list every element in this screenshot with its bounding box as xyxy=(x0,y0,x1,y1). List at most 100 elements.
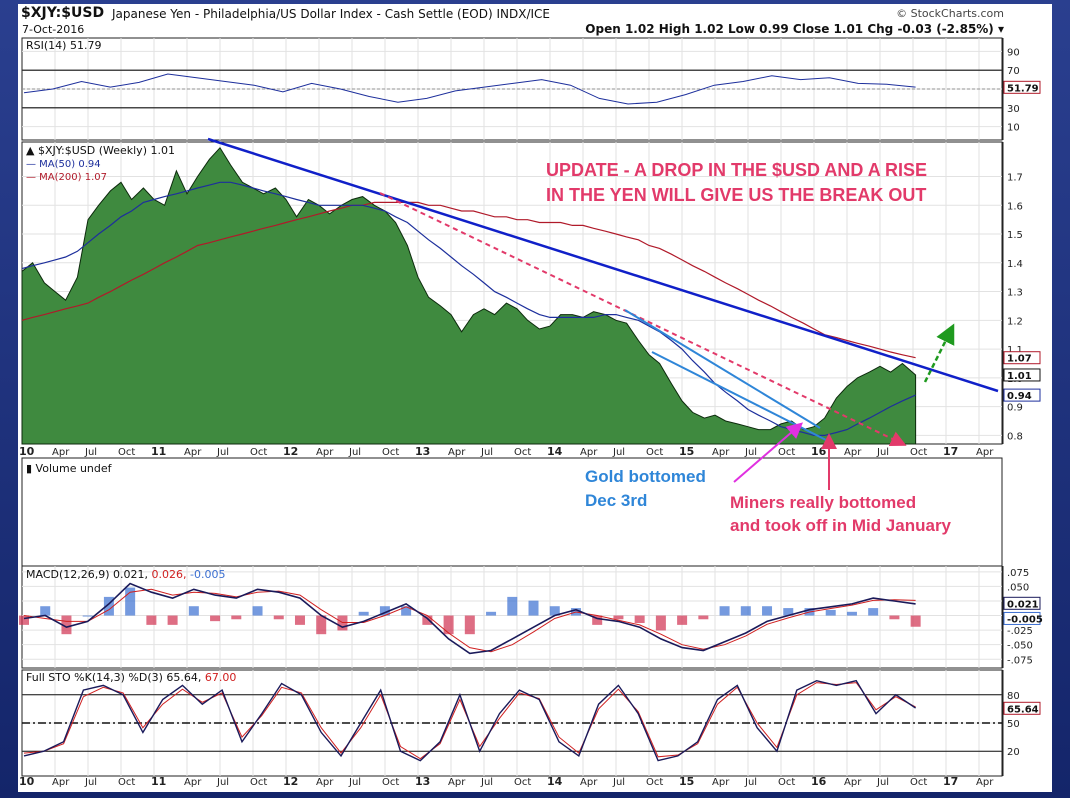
sto-x-label: Jul xyxy=(216,777,229,788)
sto-x-label: Apr xyxy=(712,777,730,788)
macd-histogram-bar xyxy=(655,615,666,631)
rsi-title: RSI(14) 51.79 xyxy=(26,39,101,52)
macd-histogram-bar xyxy=(507,596,518,616)
price-x-label: Jul xyxy=(348,447,361,458)
gold-note-line2: Dec 3rd xyxy=(585,491,648,510)
price-x-label: Oct xyxy=(514,447,531,458)
symbol-title: $XJY:$USD xyxy=(21,5,105,21)
price-x-label: Apr xyxy=(448,447,466,458)
macd-frame xyxy=(21,565,1003,669)
sto-title: Full STO %K(14,3) %D(3) 65.64, 67.00 xyxy=(26,671,236,684)
sto-x-label: Apr xyxy=(52,777,70,788)
ma50-line xyxy=(21,181,916,436)
price-x-label: Jul xyxy=(744,447,757,458)
price-x-label: Apr xyxy=(844,447,862,458)
price-y-tick: 0.9 xyxy=(1007,403,1023,414)
sto-x-label: 10 xyxy=(19,775,35,788)
price-y-tick: 1.2 xyxy=(1007,316,1023,327)
sto-y-tick: 80 xyxy=(1007,691,1020,702)
macd-histogram-bar xyxy=(125,587,136,616)
price-x-label: Apr xyxy=(184,447,202,458)
macd-histogram-bar xyxy=(592,615,603,625)
macd-histogram-bar xyxy=(40,606,51,616)
price-x-label: Oct xyxy=(778,447,795,458)
ma50-tag-box xyxy=(1003,388,1041,402)
sto-x-label: Apr xyxy=(844,777,862,788)
sto-x-label: Oct xyxy=(778,777,795,788)
price-y-tick: 0.8 xyxy=(1007,431,1023,442)
symbol-description: Japanese Yen - Philadelphia/US Dollar In… xyxy=(112,7,551,21)
macd-tag: 0.021 xyxy=(1007,599,1039,610)
sto-x-label: Jul xyxy=(612,777,625,788)
macd-histogram-bar xyxy=(740,606,751,616)
rsi-tag: 51.79 xyxy=(1007,83,1039,94)
price-title: ▲ $XJY:$USD (Weekly) 1.01 xyxy=(26,144,175,157)
rsi-line xyxy=(23,73,916,105)
sto-x-label: 16 xyxy=(811,775,827,788)
macd-histogram-bar xyxy=(252,606,263,616)
macd-histogram-bar xyxy=(889,615,900,620)
macd-histogram-bar xyxy=(549,606,560,616)
price-x-label: 11 xyxy=(151,445,166,458)
price-x-label: Jul xyxy=(84,447,97,458)
price-x-label: 13 xyxy=(415,445,430,458)
price-y-tick: 1.6 xyxy=(1007,201,1023,212)
sto-x-label: 15 xyxy=(679,775,694,788)
volume-title: ▮ Volume undef xyxy=(26,462,113,475)
update-note-line2: IN THE YEN WILL GIVE US THE BREAK OUT xyxy=(546,185,927,205)
price-x-label: 16 xyxy=(811,445,827,458)
sto-y-tick: 50 xyxy=(1007,719,1020,730)
price-x-label: 17 xyxy=(943,445,958,458)
breakout-arrow xyxy=(923,323,955,383)
macd-histogram-bar xyxy=(698,615,709,620)
macd-histogram-bar xyxy=(677,615,688,625)
macd-y-tick: .075 xyxy=(1007,568,1029,579)
macd-histogram-bar xyxy=(825,609,836,616)
volume-frame xyxy=(21,457,1003,567)
macd-histogram-bar xyxy=(61,615,72,635)
sto-x-label: Jul xyxy=(876,777,889,788)
macd-histogram-bar xyxy=(188,606,199,616)
macd-histogram-bar xyxy=(910,615,921,627)
gold-note-line1: Gold bottomed xyxy=(585,467,706,486)
price-x-label: Jul xyxy=(612,447,625,458)
price-x-label: 14 xyxy=(547,445,563,458)
macd-histogram-bar xyxy=(868,608,879,616)
price-y-tick: 1.1 xyxy=(1007,345,1023,356)
rsi-y-tick: 90 xyxy=(1007,47,1020,58)
gold-bottom-pointer xyxy=(733,422,804,483)
macd-title: MACD(12,26,9) 0.021, 0.026, -0.005 xyxy=(26,568,225,581)
rsi-tag-box xyxy=(1003,80,1041,94)
macd-line xyxy=(23,582,916,655)
sto-tag-box xyxy=(1003,701,1041,715)
macd-histogram-bar xyxy=(146,615,157,625)
macd-histogram-bar xyxy=(719,606,730,616)
volume-panel: ▮ Volume undef xyxy=(21,457,1003,567)
macd-histogram-bar xyxy=(294,615,305,625)
main-downtrend-line xyxy=(207,137,999,393)
price-x-label: 15 xyxy=(679,445,694,458)
macd-y-tick: .050 xyxy=(1007,582,1029,593)
sto-k-line xyxy=(23,679,916,762)
ma200-line xyxy=(21,201,916,359)
macd-histogram-bar xyxy=(464,615,475,635)
macd-y-tick: -.025 xyxy=(1007,626,1033,637)
sto-x-label: Apr xyxy=(448,777,466,788)
macd-histogram-bar xyxy=(783,608,794,616)
macd-histogram-bar xyxy=(273,615,284,620)
macd-histogram-bar xyxy=(103,596,114,616)
sto-x-label: Apr xyxy=(580,777,598,788)
macd-histogram-bar xyxy=(358,611,369,616)
sto-x-label: Oct xyxy=(514,777,531,788)
price-x-label: Oct xyxy=(910,447,927,458)
macd-histogram-bar xyxy=(528,600,539,616)
macd-y-tick: -.075 xyxy=(1007,655,1033,666)
macd-histogram-bar xyxy=(443,615,454,635)
price-y-tick: 1.4 xyxy=(1007,259,1023,270)
pink-dashed-trendline xyxy=(379,192,907,447)
sto-x-label: Oct xyxy=(250,777,267,788)
price-x-label: Oct xyxy=(250,447,267,458)
price-tag: 1.01 xyxy=(1007,371,1032,382)
sto-x-label: Jul xyxy=(744,777,757,788)
